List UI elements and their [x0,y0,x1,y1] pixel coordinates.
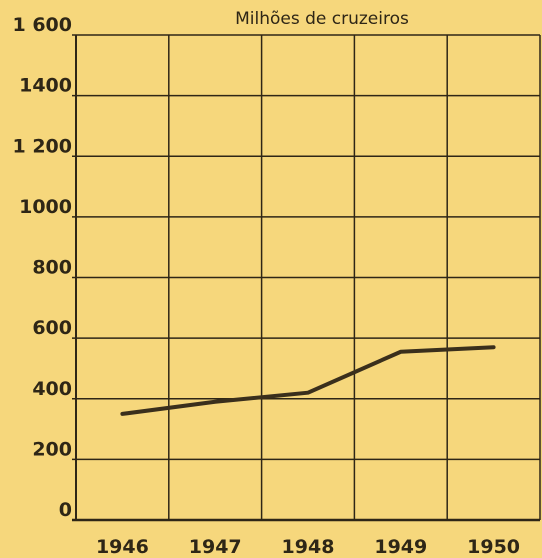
y-tick-label: 1 600 [13,14,73,36]
x-tick-label: 1948 [282,536,335,558]
x-tick-label: 1950 [467,536,520,558]
y-tick-label: 1 200 [13,135,73,157]
chart-title: Milhões de cruzeiros [235,9,409,29]
y-tick-label: 0 [59,499,72,521]
data-line [120,345,496,416]
y-tick-label: 1000 [19,196,72,218]
x-tick-label: 1949 [374,536,427,558]
y-tick-label: 400 [32,378,72,400]
y-tick-label: 800 [32,257,72,279]
y-tick-label: 200 [32,438,72,460]
x-tick-label: 1947 [189,536,242,558]
y-tick-label: 600 [32,317,72,339]
y-tick-label: 1400 [19,75,72,97]
x-tick-label: 1946 [96,536,149,558]
